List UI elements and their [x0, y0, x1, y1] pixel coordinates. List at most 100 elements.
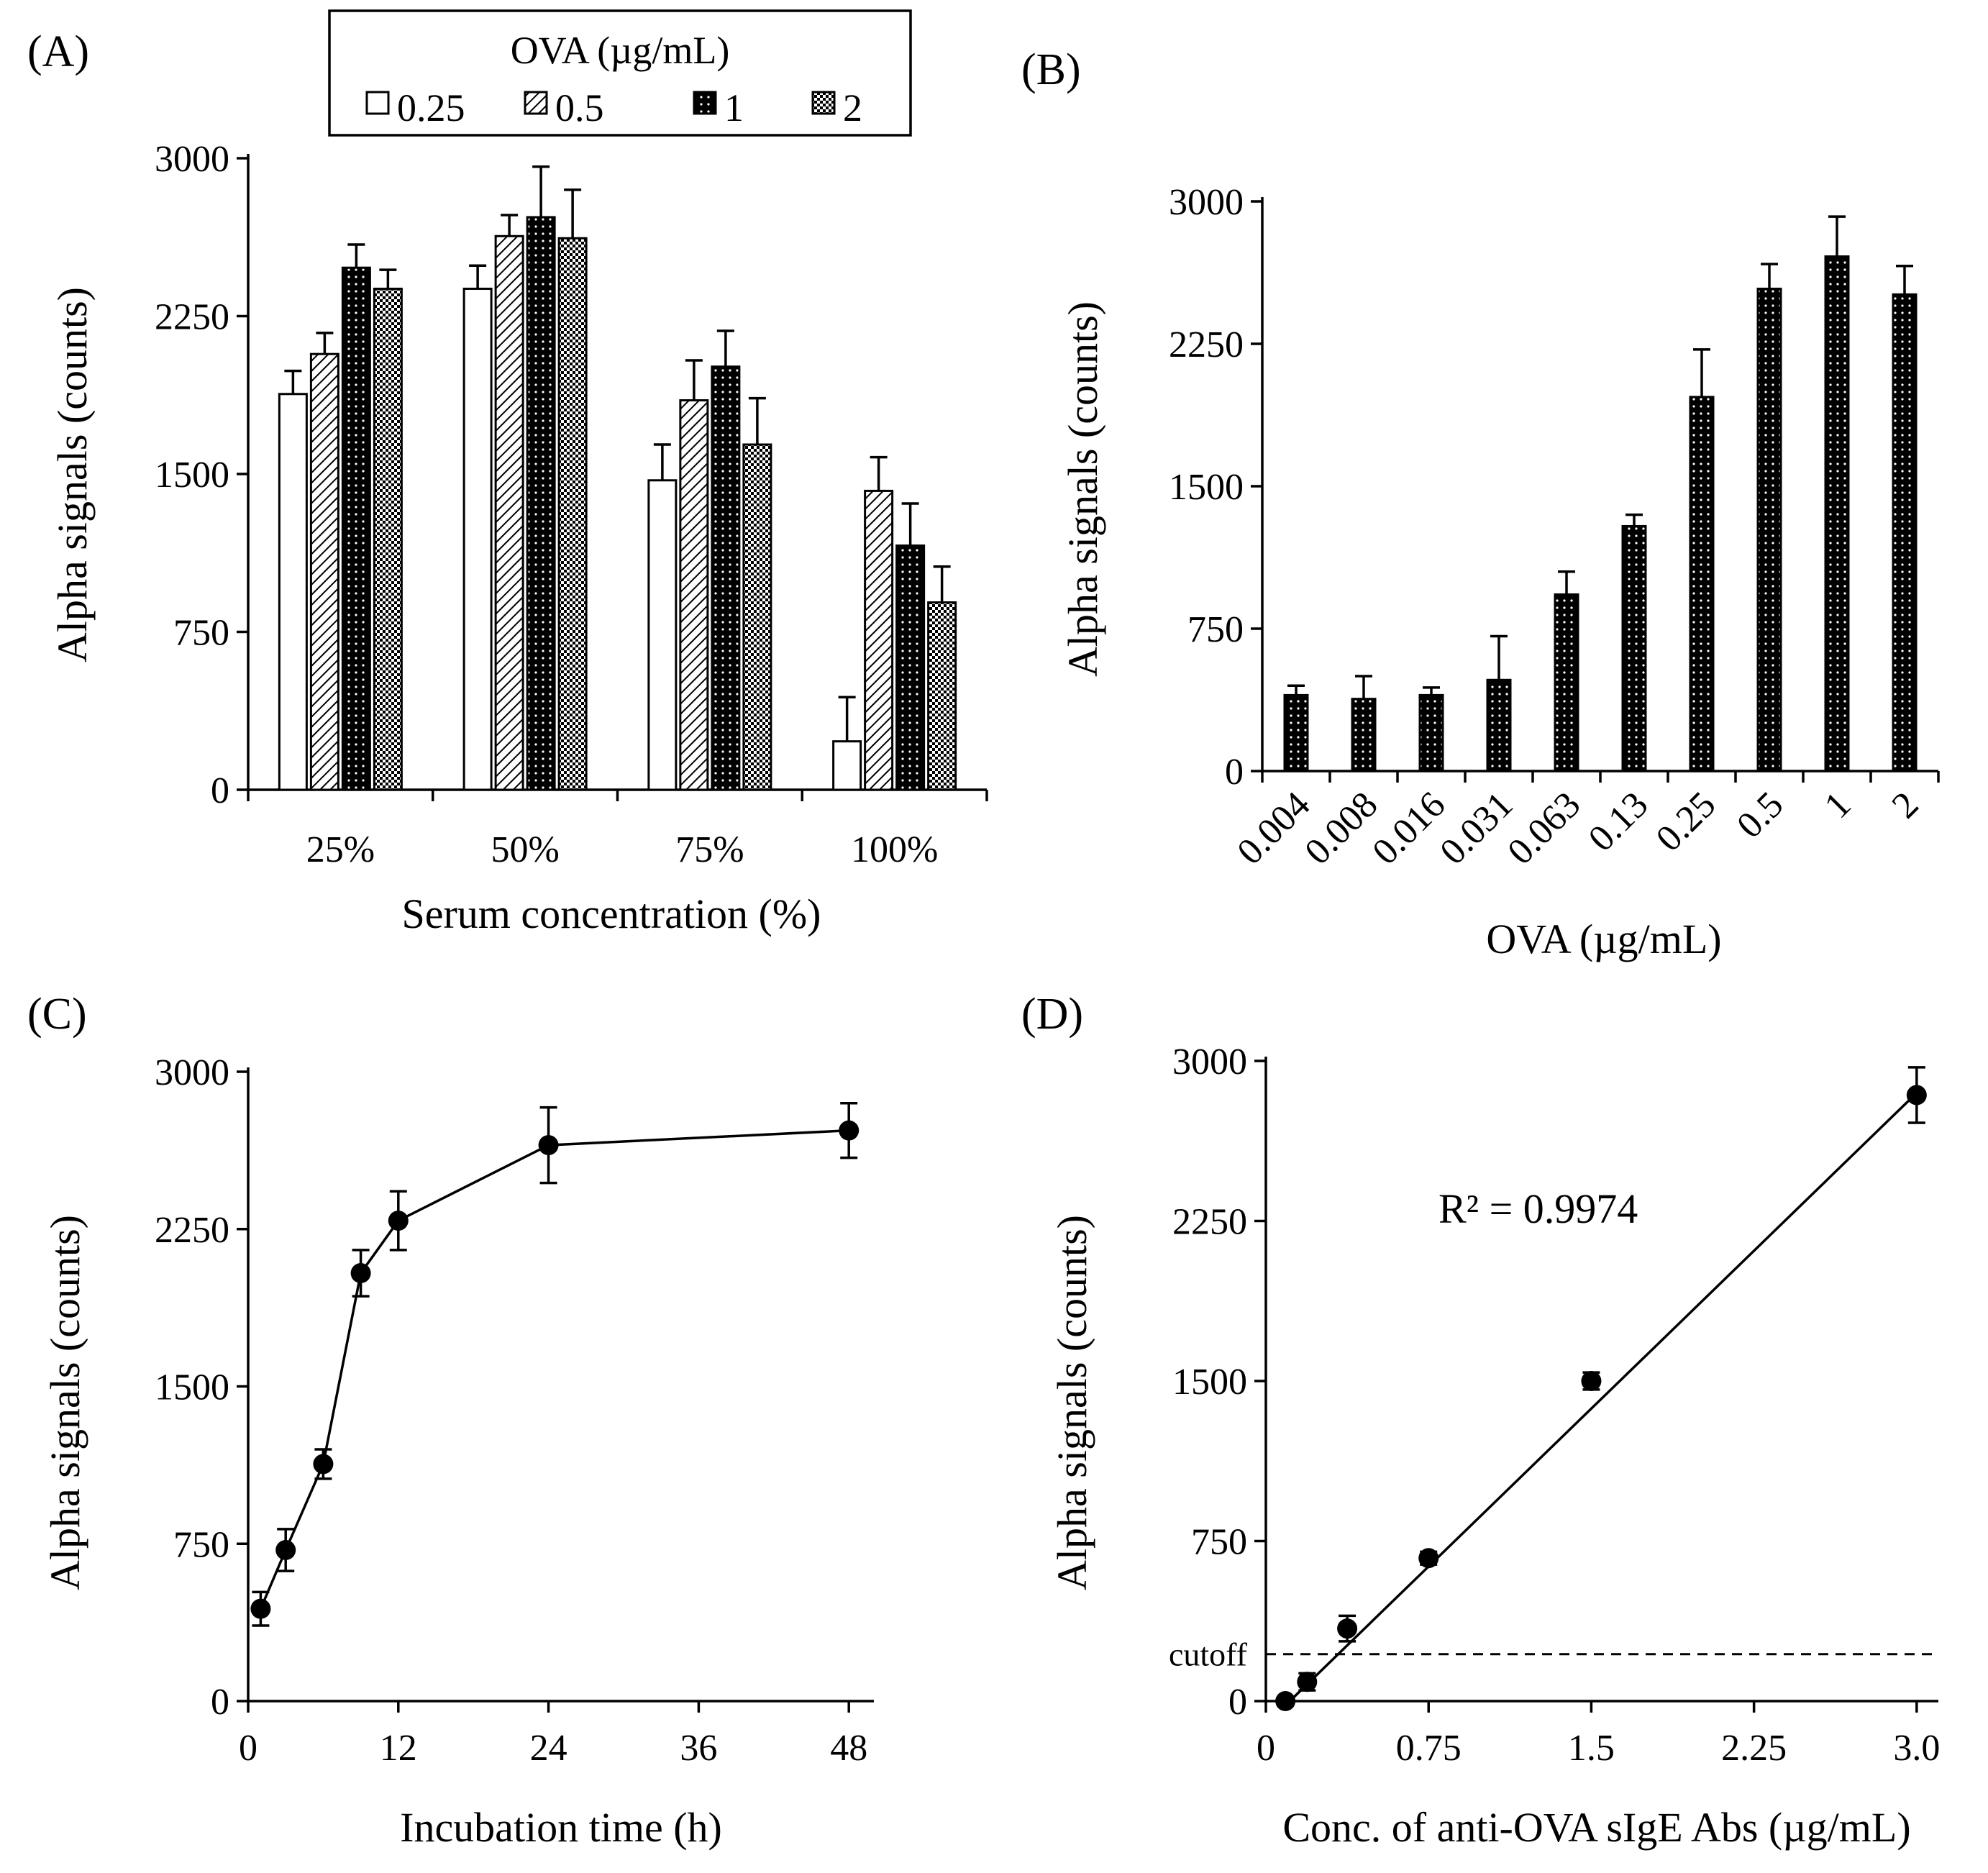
panel-a-bar [341, 266, 371, 791]
panel-c-label: (C) [27, 990, 87, 1039]
panel-b-x-tick-label: 1 [1817, 784, 1859, 826]
panel-d-point [1418, 1548, 1439, 1569]
panel-b-ylabel: Alpha signals (counts) [1059, 301, 1106, 677]
panel-a-x-tick-label: 50% [491, 829, 559, 870]
panel-a-legend-swatch [524, 91, 548, 115]
panel-b-x-tick-label: 0.25 [1649, 784, 1724, 860]
panel-b-x-tick-label: 2 [1884, 784, 1927, 826]
panel-a-legend-label: 0.25 [397, 86, 465, 129]
panel-c-series-line [259, 1129, 849, 1610]
panel-c-xlabel: Incubation time (h) [400, 1804, 722, 1851]
panel-b-bar [1689, 396, 1715, 773]
panel-a-x-tick-label: 100% [851, 829, 938, 870]
panel-d: (D) 0 750 1500 2250 3000 0 0.75 1.5 2.25 3.0 cutof… [1021, 990, 1940, 1851]
panel-d-y-tick-label: 750 [1191, 1522, 1247, 1563]
panel-c-y-tick-label: 750 [173, 1524, 229, 1565]
panel-a-y-tick-label: 750 [173, 613, 229, 654]
panel-a-bar [711, 365, 741, 791]
panel-c-y-tick-label: 3000 [155, 1052, 229, 1093]
panel-a-bar [309, 352, 339, 791]
panel-c-point [313, 1454, 334, 1475]
panel-b-y-tick-label: 3000 [1169, 182, 1244, 223]
panel-b-bar [1554, 593, 1579, 773]
panel-a-bar [647, 479, 678, 791]
panel-b-y-tick-label: 2250 [1169, 324, 1244, 365]
panel-b-xlabel: OVA (µg/mL) [1486, 916, 1721, 962]
panel-b-x-tick-label: 0.008 [1297, 784, 1385, 872]
panel-a-bar [864, 489, 894, 791]
panel-c-x-tick-label: 36 [680, 1728, 717, 1769]
panel-a-bar [679, 399, 709, 791]
panel-a-x-tick-label: 25% [306, 829, 375, 870]
panel-d-x-tick-label: 3.0 [1893, 1728, 1940, 1769]
panel-c-x-tick-label: 12 [380, 1728, 417, 1769]
panel-b-bar [1486, 678, 1512, 773]
panel-a-legend-title: OVA (µg/mL) [511, 29, 730, 72]
panel-c-point [275, 1540, 296, 1560]
panel-c-y-tick-label: 1500 [155, 1367, 229, 1408]
panel-a-bar [742, 443, 772, 791]
panel-b-label: (B) [1021, 45, 1081, 94]
panel-c-plot: 0 750 1500 2250 3000 0 12 24 36 48 [155, 1052, 874, 1769]
panel-a-bar [373, 287, 403, 791]
panel-b-plot: 0 750 1500 2250 3000 0.0040.0080.0160.0310.06… [1169, 182, 1940, 872]
panel-d-fit-line [1284, 1092, 1918, 1707]
panel-c-y-tick-label: 0 [211, 1682, 229, 1723]
panel-d-y-tick-label: 0 [1228, 1682, 1247, 1723]
panel-a-legend-label: 2 [843, 86, 862, 129]
panel-d-point [1297, 1672, 1318, 1692]
panel-d-point [1337, 1618, 1358, 1639]
panel-c-x-tick-label: 0 [239, 1728, 257, 1769]
panel-c: (C) 0 750 1500 2250 3000 0 12 24 36 48 Alpha sign… [27, 990, 874, 1851]
panel-c-point [350, 1263, 371, 1283]
panel-d-label: (D) [1021, 990, 1083, 1039]
panel-a-x-tick-label: 75% [675, 829, 744, 870]
panel-d-ylabel: Alpha signals (counts) [1049, 1215, 1095, 1590]
panel-a-legend-label: 1 [724, 86, 744, 129]
panel-c-y-tick-label: 2250 [155, 1210, 229, 1251]
panel-b-y-tick-label: 0 [1225, 752, 1244, 793]
panel-a-legend-swatch [365, 91, 390, 115]
panel-a-bar [927, 601, 957, 791]
panel-b-bar [1824, 255, 1850, 773]
panel-a-y-tick-label: 2250 [155, 297, 229, 338]
panel-a-bar [895, 544, 926, 791]
panel-c-ylabel: Alpha signals (counts) [42, 1215, 88, 1590]
panel-a-plot: 0 750 1500 2250 3000 25% 50% 75% 100% [155, 139, 988, 870]
panel-a-ylabel: Alpha signals (counts) [49, 287, 96, 662]
panel-c-x-tick-label: 24 [530, 1728, 567, 1769]
panel-a-legend-swatch [811, 91, 836, 115]
panel-d-plot: 0 750 1500 2250 3000 0 0.75 1.5 2.25 3.0 cutoff [1169, 1042, 1940, 1769]
panel-a-bar [462, 287, 493, 791]
panel-b: (B) 0 750 1500 2250 3000 0.0040.0080.0160.031… [1021, 45, 1940, 962]
panel-b-bar [1283, 693, 1309, 773]
panel-b-bar [1892, 293, 1918, 773]
panel-d-annotation: R² = 0.9974 [1438, 1185, 1638, 1232]
panel-a-bar [526, 216, 556, 791]
panel-a-legend: OVA (µg/mL) 0.25 0.5 1 2 [328, 9, 912, 137]
panel-a-y-tick-label: 1500 [155, 455, 229, 496]
panel-c-point [839, 1120, 860, 1141]
panel-b-x-tick-label: 0.063 [1500, 784, 1588, 872]
panel-a-bar [832, 740, 862, 791]
panel-d-y-tick-label: 2250 [1172, 1202, 1247, 1243]
panel-b-y-tick-label: 750 [1187, 609, 1244, 650]
panel-a: (A) OVA (µg/mL) 0.25 0.5 1 2 0 750 1500 2250 30… [27, 9, 988, 937]
panel-a-y-tick-label: 3000 [155, 139, 229, 180]
panel-c-point [388, 1211, 409, 1231]
panel-d-x-tick-label: 0.75 [1396, 1728, 1462, 1769]
panel-a-y-tick-label: 0 [211, 770, 229, 811]
panel-d-xlabel: Conc. of anti-OVA sIgE Abs (µg/mL) [1282, 1804, 1910, 1851]
panel-d-point [1581, 1371, 1602, 1391]
panel-d-point [1275, 1691, 1296, 1711]
panel-b-bar [1621, 524, 1647, 773]
panel-a-legend-label: 0.5 [555, 86, 604, 129]
panel-a-legend-items: 0.25 0.5 1 2 [365, 86, 862, 129]
panel-b-x-tick-label: 0.031 [1432, 784, 1520, 872]
panel-c-x-tick-label: 48 [830, 1728, 867, 1769]
panel-b-bar [1756, 287, 1782, 773]
panel-a-bar [278, 393, 308, 791]
panel-c-point [250, 1598, 271, 1619]
panel-a-xlabel: Serum concentration (%) [401, 890, 821, 937]
